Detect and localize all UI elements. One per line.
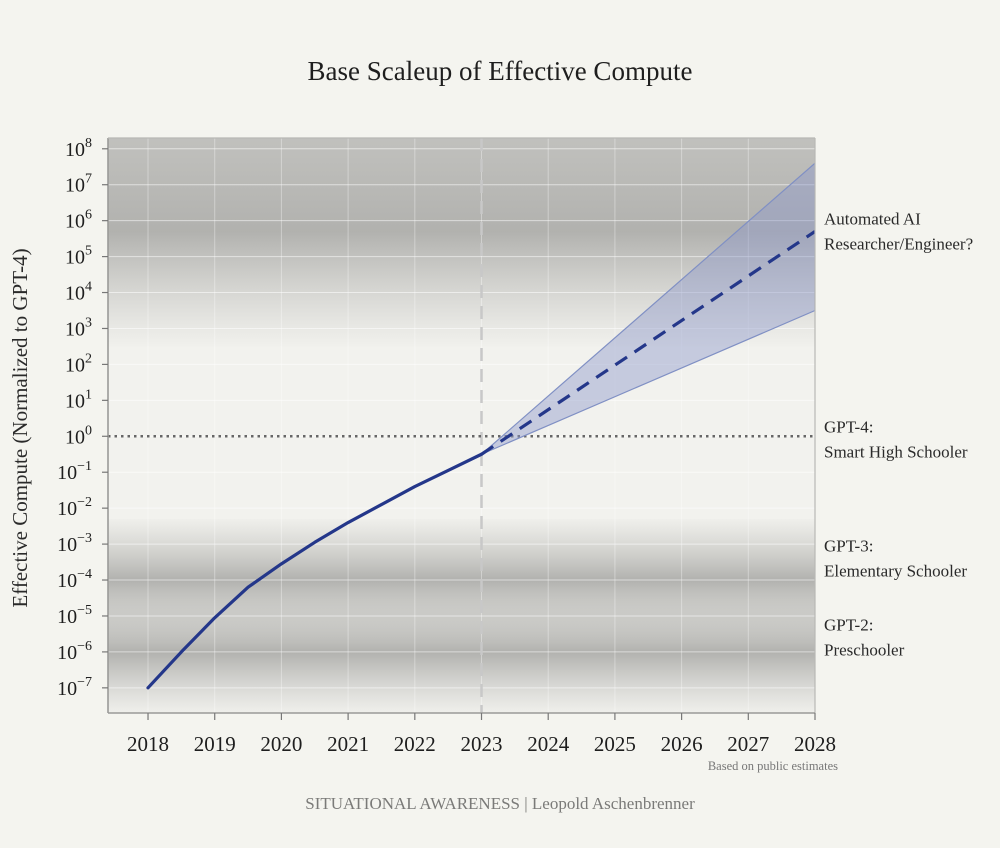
data-layer bbox=[108, 138, 815, 713]
gridlines bbox=[108, 138, 816, 713]
y-tick-label: 104 bbox=[65, 280, 92, 305]
x-tick-label: 2025 bbox=[594, 732, 636, 756]
x-tick-label: 2028 bbox=[794, 732, 836, 756]
annotation: GPT-3: Elementary Schooler bbox=[824, 536, 967, 580]
y-tick-label: 10−7 bbox=[57, 675, 92, 700]
projected-trend-line bbox=[480, 230, 815, 456]
annotation-line: Researcher/Engineer? bbox=[824, 234, 973, 253]
plot-background-layer bbox=[108, 138, 815, 713]
historical-trend-line bbox=[146, 452, 484, 690]
y-tick-label: 10−5 bbox=[57, 603, 92, 628]
annotation-line: Automated AI bbox=[824, 209, 921, 228]
annotation-line: Preschooler bbox=[824, 640, 905, 659]
annotation: Automated AI Researcher/Engineer? bbox=[824, 209, 973, 253]
y-tick-label: 102 bbox=[65, 351, 92, 376]
annotation: GPT-2: Preschooler bbox=[824, 615, 905, 659]
x-tick-label: 2024 bbox=[527, 732, 570, 756]
x-tick-label: 2026 bbox=[661, 732, 703, 756]
y-tick-label: 108 bbox=[65, 136, 92, 161]
x-tick-label: 2018 bbox=[127, 732, 169, 756]
x-tick-label: 2023 bbox=[461, 732, 503, 756]
y-tick-label: 10−1 bbox=[57, 459, 92, 484]
annotation-line: Elementary Schooler bbox=[824, 561, 967, 580]
axes bbox=[102, 137, 816, 720]
tick-labels: 2018 2019 2020 2021 2022 2023 2024 2025 2026 2027… bbox=[57, 136, 836, 756]
x-tick-label: 2020 bbox=[260, 732, 302, 756]
annotations: Automated AI Researcher/Engineer? GPT-4: Sm… bbox=[824, 209, 973, 659]
y-tick-label: 10−6 bbox=[57, 639, 92, 664]
x-tick-label: 2019 bbox=[194, 732, 236, 756]
x-tick-label: 2022 bbox=[394, 732, 436, 756]
source-note: Based on public estimates bbox=[707, 759, 838, 773]
y-tick-label: 10−3 bbox=[57, 531, 92, 556]
annotation-line: GPT-4: bbox=[824, 418, 873, 437]
y-tick-label: 107 bbox=[65, 172, 92, 197]
annotation-line: Smart High Schooler bbox=[824, 443, 968, 462]
annotation: GPT-4: Smart High Schooler bbox=[824, 418, 968, 462]
annotation-line: GPT-2: bbox=[824, 615, 873, 634]
x-tick-label: 2027 bbox=[727, 732, 769, 756]
y-tick-label: 101 bbox=[65, 387, 92, 412]
y-tick-label: 106 bbox=[65, 208, 92, 233]
projection-uncertainty-band bbox=[481, 162, 815, 455]
y-tick-label: 100 bbox=[65, 423, 92, 448]
y-tick-label: 103 bbox=[65, 315, 92, 340]
y-tick-label: 105 bbox=[65, 244, 92, 269]
annotation-line: GPT-3: bbox=[824, 536, 873, 555]
chart-title: Base Scaleup of Effective Compute bbox=[307, 56, 693, 86]
credit-line: SITUATIONAL AWARENESS | Leopold Aschenbr… bbox=[305, 794, 695, 813]
y-axis-label: Effective Compute (Normalized to GPT-4) bbox=[8, 248, 32, 607]
x-tick-label: 2021 bbox=[327, 732, 369, 756]
y-tick-label: 10−4 bbox=[57, 567, 92, 592]
y-tick-label: 10−2 bbox=[57, 495, 92, 520]
